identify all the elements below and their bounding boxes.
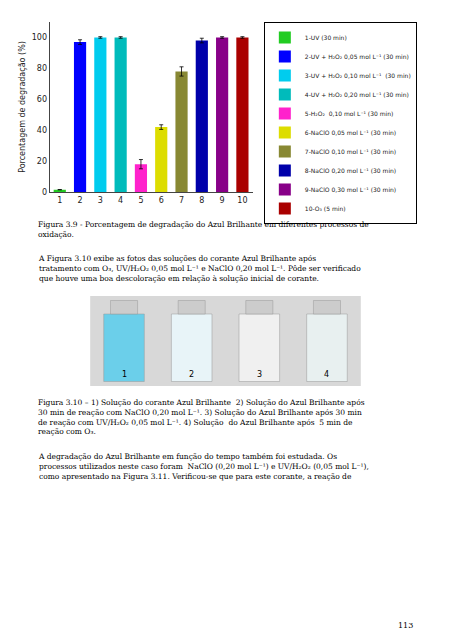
svg-text:10-O₃ (5 min): 10-O₃ (5 min) <box>305 205 346 212</box>
svg-text:A degradação do Azul Brilhante: A degradação do Azul Brilhante em função… <box>38 452 369 481</box>
svg-text:100: 100 <box>32 33 47 42</box>
svg-text:7-NaClO 0,10 mol L⁻¹ (30 min): 7-NaClO 0,10 mol L⁻¹ (30 min) <box>305 148 396 155</box>
svg-text:A Figura 3.10 exibe as fotos d: A Figura 3.10 exibe as fotos das soluçõe… <box>38 254 361 283</box>
svg-text:10: 10 <box>237 196 247 205</box>
svg-text:8-NaClO 0,20 mol L⁻¹ (30 min): 8-NaClO 0,20 mol L⁻¹ (30 min) <box>305 167 396 174</box>
svg-text:5-H₂O₂ 0,10 mol L⁻¹ (30 min): 5-H₂O₂ 0,10 mol L⁻¹ (30 min) <box>305 110 394 117</box>
svg-text:3-UV + H₂O₂ 0,10 mol L⁻¹ (30: 3-UV + H₂O₂ 0,10 mol L⁻¹ (30 min) <box>305 72 411 79</box>
svg-text:8: 8 <box>199 196 204 205</box>
svg-text:4: 4 <box>118 196 123 205</box>
svg-text:6-NaClO 0,05 mol L⁻¹ (30 min): 6-NaClO 0,05 mol L⁻¹ (30 min) <box>305 129 396 136</box>
svg-text:3: 3 <box>98 196 103 205</box>
svg-text:0: 0 <box>42 188 47 197</box>
svg-text:1: 1 <box>57 196 62 205</box>
svg-text:113: 113 <box>398 621 413 630</box>
svg-text:1-UV (30 min): 1-UV (30 min) <box>305 34 347 41</box>
svg-text:80: 80 <box>37 64 47 73</box>
svg-text:2: 2 <box>78 196 83 205</box>
svg-text:3: 3 <box>257 370 262 379</box>
svg-text:4: 4 <box>324 370 329 379</box>
svg-text:40: 40 <box>37 126 47 135</box>
svg-text:2-UV + H₂O₂ 0,05 mol L⁻¹ (30 m: 2-UV + H₂O₂ 0,05 mol L⁻¹ (30 min) <box>305 53 409 60</box>
svg-text:1: 1 <box>122 370 127 379</box>
svg-text:2: 2 <box>189 370 194 379</box>
svg-text:6: 6 <box>159 196 164 205</box>
svg-text:5: 5 <box>138 196 143 205</box>
svg-text:9-NaClO 0,30 mol L⁻¹ (30 min): 9-NaClO 0,30 mol L⁻¹ (30 min) <box>305 186 396 193</box>
svg-text:Figura 3.10 – 1) Solução do co: Figura 3.10 – 1) Solução do corante Azul… <box>38 398 365 436</box>
svg-text:9: 9 <box>220 196 225 205</box>
svg-text:4-UV + H₂O₂ 0,20 mol L⁻¹ (30 m: 4-UV + H₂O₂ 0,20 mol L⁻¹ (30 min) <box>305 91 409 98</box>
svg-text:60: 60 <box>37 95 47 104</box>
svg-text:Porcentagem de degradação (%): Porcentagem de degradação (%) <box>18 41 27 173</box>
svg-text:20: 20 <box>37 157 47 166</box>
svg-text:Figura 3.9 - Porcentagem de de: Figura 3.9 - Porcentagem de degradação d… <box>38 220 369 239</box>
svg-text:7: 7 <box>179 196 184 205</box>
